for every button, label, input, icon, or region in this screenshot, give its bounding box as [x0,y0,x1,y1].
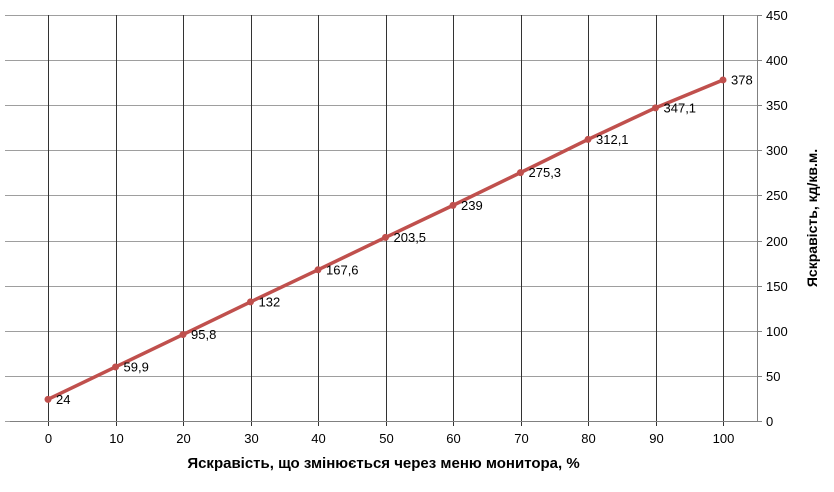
data-point-label: 24 [56,392,70,407]
data-point-label: 312,1 [596,132,629,147]
y-tick-label: 200 [766,234,788,249]
data-point-label: 132 [259,294,281,309]
data-point-marker [584,135,592,143]
x-tick-label: 10 [109,431,123,446]
data-point-label: 347,1 [664,100,697,115]
x-tick-label: 90 [649,431,663,446]
data-point-marker [517,169,524,177]
data-point-marker [44,395,52,403]
data-point-marker [449,201,457,209]
data-point-label: 167,6 [326,262,359,277]
y-tick-label: 250 [766,188,788,203]
x-tick-label: 40 [311,431,325,446]
x-tick-label: 70 [514,431,528,446]
x-tick-label: 50 [379,431,393,446]
x-tick-label: 100 [713,431,735,446]
y-tick-label: 300 [766,143,788,158]
y-tick-label: 350 [766,98,788,113]
data-point-marker [382,233,389,241]
data-point-marker [179,331,187,339]
y-tick-label: 450 [766,8,788,23]
data-point-label: 275,3 [529,165,562,180]
y-tick-label: 400 [766,53,788,68]
y-tick-label: 50 [766,369,780,384]
x-axis-title: Яскравість, що змінюється через меню мон… [187,455,580,472]
data-point-label: 59,9 [124,359,149,374]
x-tick-label: 60 [446,431,460,446]
y-tick-label: 150 [766,279,788,294]
data-point-label: 95,8 [191,327,216,342]
x-tick-label: 30 [244,431,258,446]
data-point-marker [247,298,254,306]
y-tick-label: 100 [766,324,788,339]
x-tick-label: 20 [176,431,190,446]
data-point-marker [112,363,119,371]
data-point-label: 378 [731,72,753,87]
data-point-label: 203,5 [394,230,427,245]
x-tick-label: 80 [581,431,595,446]
data-point-marker [314,266,322,274]
data-point-marker [719,76,727,84]
y-tick-label: 0 [766,414,773,429]
data-point-marker [652,104,659,112]
y-axis-title: Яскравість, кд/кв.м. [804,148,820,288]
data-point-label: 239 [461,198,483,213]
x-tick-label: 0 [45,431,52,446]
